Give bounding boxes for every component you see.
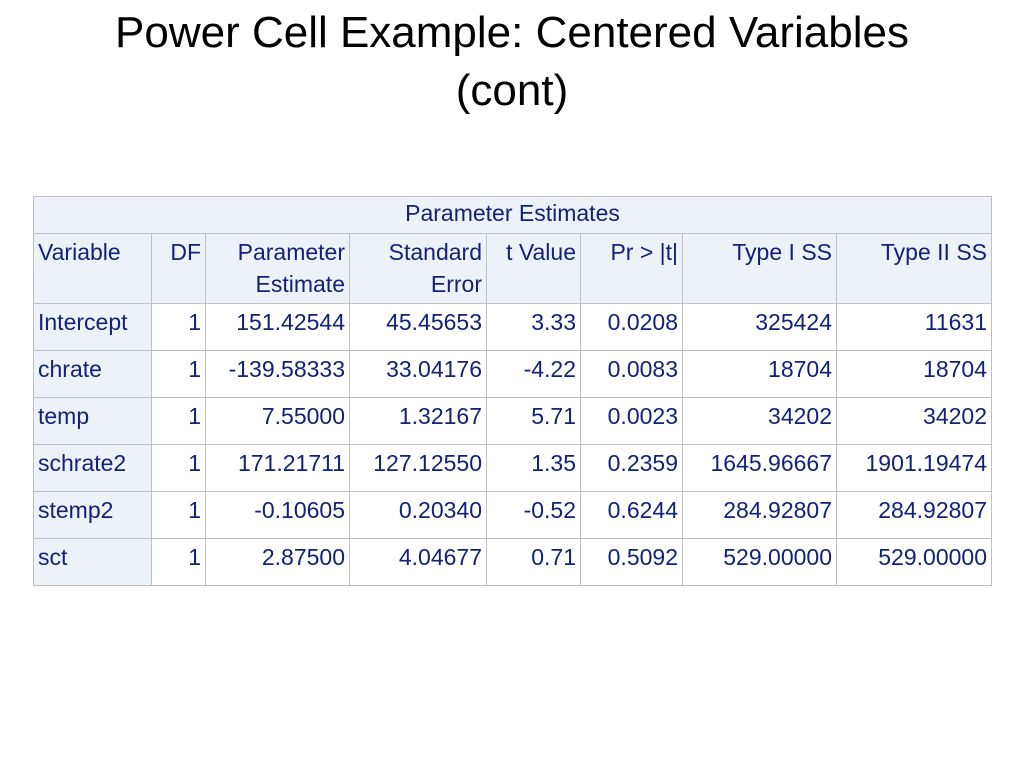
cell-type-i-ss: 1645.96667 [682,444,837,492]
cell-p-value: 0.0023 [580,397,683,445]
column-header-variable: Variable [33,233,152,304]
column-header-t-value: t Value [486,233,581,304]
table-row: schrate2 1 171.21711 127.12550 1.35 0.23… [33,444,992,492]
cell-df: 1 [151,538,206,586]
cell-t-value: -4.22 [486,350,581,398]
cell-variable: chrate [33,350,152,398]
column-header-df: DF [151,233,206,304]
parameter-estimates-table: Parameter Estimates Variable DF Paramete… [33,196,992,586]
cell-parameter-estimate: 171.21711 [205,444,350,492]
cell-t-value: -0.52 [486,491,581,539]
cell-parameter-estimate: -0.10605 [205,491,350,539]
cell-type-i-ss: 325424 [682,303,837,351]
cell-standard-error: 127.12550 [349,444,487,492]
cell-variable: Intercept [33,303,152,351]
cell-type-i-ss: 284.92807 [682,491,837,539]
cell-t-value: 3.33 [486,303,581,351]
cell-parameter-estimate: -139.58333 [205,350,350,398]
cell-type-ii-ss: 11631 [836,303,992,351]
table-caption-row: Parameter Estimates [33,196,992,234]
cell-parameter-estimate: 2.87500 [205,538,350,586]
table-row: temp 1 7.55000 1.32167 5.71 0.0023 34202… [33,397,992,445]
column-header-type-i-ss: Type I SS [682,233,837,304]
cell-type-i-ss: 34202 [682,397,837,445]
cell-df: 1 [151,350,206,398]
cell-df: 1 [151,303,206,351]
slide-title-line1: Power Cell Example: Centered Variables [115,8,909,57]
cell-type-ii-ss: 1901.19474 [836,444,992,492]
cell-p-value: 0.2359 [580,444,683,492]
cell-parameter-estimate: 151.42544 [205,303,350,351]
table-row: sct 1 2.87500 4.04677 0.71 0.5092 529.00… [33,538,992,586]
cell-variable: schrate2 [33,444,152,492]
cell-standard-error: 4.04677 [349,538,487,586]
cell-p-value: 0.5092 [580,538,683,586]
cell-p-value: 0.6244 [580,491,683,539]
cell-p-value: 0.0083 [580,350,683,398]
table-row: Intercept 1 151.42544 45.45653 3.33 0.02… [33,303,992,351]
table-caption: Parameter Estimates [33,196,992,234]
column-header-parameter-estimate: Parameter Estimate [205,233,350,304]
table-header-row: Variable DF Parameter Estimate Standard Er… [33,233,992,304]
cell-t-value: 0.71 [486,538,581,586]
column-header-type-ii-ss: Type II SS [836,233,992,304]
cell-standard-error: 45.45653 [349,303,487,351]
cell-t-value: 5.71 [486,397,581,445]
slide-title-line2: (cont) [455,66,569,115]
cell-type-i-ss: 529.00000 [682,538,837,586]
cell-variable: sct [33,538,152,586]
cell-standard-error: 0.20340 [349,491,487,539]
cell-type-ii-ss: 284.92807 [836,491,992,539]
cell-variable: stemp2 [33,491,152,539]
parameter-estimates-table-container: Parameter Estimates Variable DF Paramete… [33,196,992,586]
table-row: stemp2 1 -0.10605 0.20340 -0.52 0.6244 2… [33,491,992,539]
cell-standard-error: 33.04176 [349,350,487,398]
cell-df: 1 [151,397,206,445]
cell-type-ii-ss: 18704 [836,350,992,398]
cell-type-ii-ss: 34202 [836,397,992,445]
cell-type-i-ss: 18704 [682,350,837,398]
column-header-p-value: Pr > |t| [580,233,683,304]
cell-variable: temp [33,397,152,445]
slide-title: Power Cell Example: Centered Variables (… [0,4,1024,120]
cell-t-value: 1.35 [486,444,581,492]
table-row: chrate 1 -139.58333 33.04176 -4.22 0.008… [33,350,992,398]
cell-p-value: 0.0208 [580,303,683,351]
cell-standard-error: 1.32167 [349,397,487,445]
column-header-standard-error: Standard Error [349,233,487,304]
cell-df: 1 [151,444,206,492]
cell-parameter-estimate: 7.55000 [205,397,350,445]
cell-df: 1 [151,491,206,539]
cell-type-ii-ss: 529.00000 [836,538,992,586]
